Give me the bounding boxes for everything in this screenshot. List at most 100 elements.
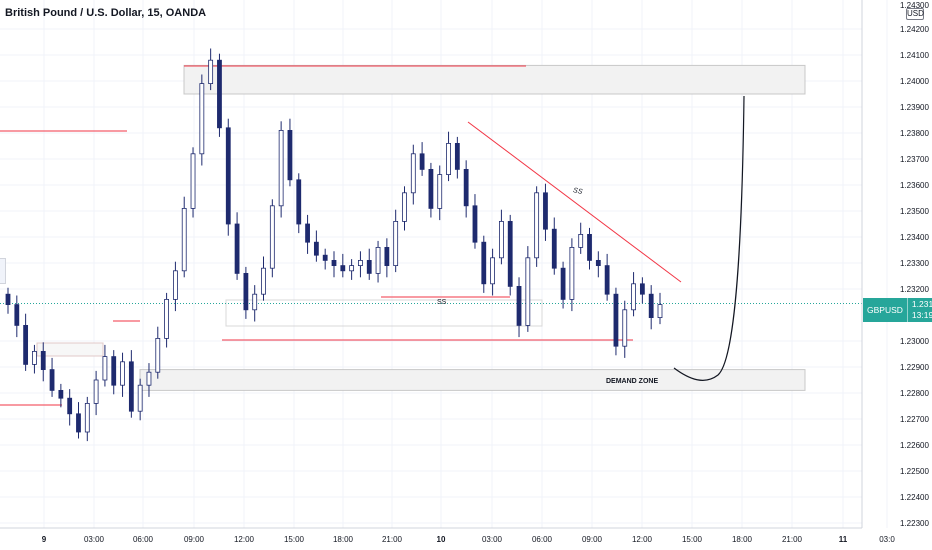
x-tick-label: 06:00 <box>133 535 154 544</box>
candle-up <box>534 192 540 259</box>
chart-title: British Pound / U.S. Dollar, 15, OANDA <box>5 7 207 19</box>
candle-down <box>613 293 619 347</box>
candle-up <box>358 259 363 266</box>
y-tick-label: 1.22400 <box>900 493 929 502</box>
x-tick-label: 11 <box>839 535 848 544</box>
x-tick-label: 12:00 <box>632 535 653 544</box>
candle-down <box>648 293 654 319</box>
candle-down <box>14 304 20 326</box>
y-tick-label: 1.22900 <box>900 363 929 372</box>
candle-up <box>578 233 584 248</box>
candle-down <box>5 293 11 306</box>
y-tick-label: 1.23800 <box>900 129 929 138</box>
price-tag-price: 1.23144 <box>911 299 932 309</box>
candle-up <box>631 283 636 311</box>
time-axis: 9 03:00 06:00 09:00 12:00 15:00 18:00 21:00 10 03… <box>0 527 895 544</box>
small-zone <box>36 342 104 357</box>
candle-up <box>93 379 99 404</box>
candle-up <box>155 337 161 373</box>
candle-up <box>269 205 275 269</box>
candle-up <box>32 350 37 365</box>
y-tick-label: 1.23400 <box>900 233 929 242</box>
candle-down <box>366 259 372 274</box>
y-tick-label: 1.24100 <box>900 51 929 60</box>
candle-down <box>516 285 522 326</box>
candle-down <box>481 241 487 285</box>
price-tag-symbol: GBPUSD <box>863 298 908 322</box>
candle-up <box>525 257 531 326</box>
candle-up <box>199 83 205 155</box>
y-tick-label-partial: 1.24300 <box>900 1 929 10</box>
chart-grid <box>0 0 888 528</box>
candle-down <box>40 350 46 370</box>
currency-badge[interactable]: USD <box>906 8 924 20</box>
candle-up <box>393 220 399 266</box>
x-tick-label: 18:00 <box>732 535 753 544</box>
candle-up <box>173 270 178 300</box>
x-tick-label: 03:0 <box>879 535 895 544</box>
demand-zone-label: DEMAND ZONE <box>606 378 659 385</box>
candle-up <box>190 153 196 209</box>
trendline <box>467 121 682 283</box>
candle-up <box>164 298 169 339</box>
y-tick-label: 1.24200 <box>900 25 929 34</box>
candle-down <box>243 272 249 311</box>
y-tick-label: 1.23600 <box>900 181 929 190</box>
candle-down <box>340 265 346 272</box>
projection-curve <box>673 95 745 381</box>
y-tick-label: 1.22700 <box>900 415 929 424</box>
candle-up <box>437 174 443 209</box>
price-axis: 1.24300 1.24200 1.24100 1.24000 1.23900 1.238… <box>861 0 929 528</box>
candle-down <box>331 259 337 266</box>
candle-down <box>128 361 134 412</box>
candle-down <box>587 233 592 261</box>
drawings <box>673 95 745 381</box>
candle-up <box>120 361 125 386</box>
candle-down <box>76 413 81 433</box>
x-tick-label: 18:00 <box>333 535 354 544</box>
y-tick-label: 1.24000 <box>900 77 929 86</box>
candle-up <box>657 304 663 319</box>
x-tick-label: 10 <box>437 535 446 544</box>
candle-up <box>137 384 143 412</box>
x-tick-label: 21:00 <box>782 535 803 544</box>
collapse-handle[interactable] <box>0 258 6 284</box>
supply-zone <box>183 64 806 95</box>
y-tick-label: 1.23300 <box>900 259 929 268</box>
candle-down <box>67 397 73 415</box>
y-tick-label: 1.23900 <box>900 103 929 112</box>
candle-down <box>454 142 460 170</box>
candle-down <box>234 223 240 274</box>
candle-down <box>313 241 319 256</box>
candle-down <box>217 59 222 129</box>
candle-down <box>639 283 645 295</box>
candle-down <box>595 259 601 266</box>
y-tick-label: 1.23200 <box>900 285 929 294</box>
x-tick-label: 03:00 <box>84 535 105 544</box>
candle-down <box>384 246 390 266</box>
candle-down <box>49 369 55 391</box>
zones <box>36 64 806 391</box>
x-tick-label: 15:00 <box>682 535 703 544</box>
ss-label-low: SS <box>437 299 447 306</box>
candle-up <box>490 257 495 285</box>
level-lines <box>0 65 862 406</box>
x-tick-label: 09:00 <box>582 535 603 544</box>
candle-up <box>349 265 355 272</box>
candle-down <box>463 168 469 207</box>
candle-up <box>252 293 258 311</box>
candle-down <box>472 205 478 243</box>
candle-up <box>375 246 381 274</box>
last-price-tag: GBPUSD 1.23144 13:19 <box>863 298 932 322</box>
candle-up <box>402 192 407 222</box>
candle-down <box>296 179 302 225</box>
candle-down <box>287 129 293 181</box>
candle-up <box>146 371 152 386</box>
candle-up <box>446 142 451 175</box>
candle-down <box>560 267 566 300</box>
x-tick-label: 06:00 <box>532 535 553 544</box>
candle-down <box>507 220 513 287</box>
x-tick-label: 12:00 <box>234 535 255 544</box>
candle-up <box>622 309 628 347</box>
